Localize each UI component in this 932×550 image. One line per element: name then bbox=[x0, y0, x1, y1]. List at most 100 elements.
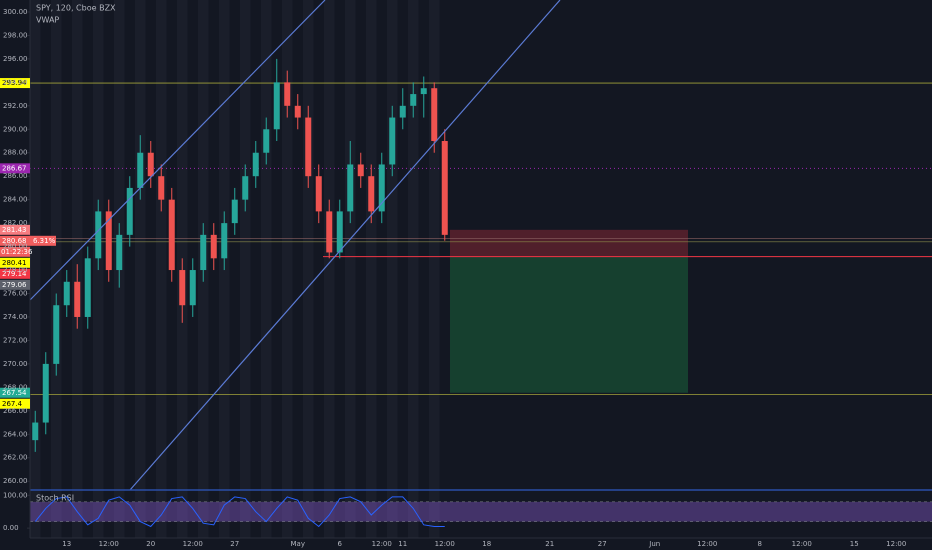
candle-body bbox=[221, 223, 228, 259]
x-tick-label: 6 bbox=[338, 540, 343, 548]
session-stripe bbox=[387, 0, 398, 538]
y-tick-label: 282.00 bbox=[3, 219, 28, 227]
y-tick-label: 288.00 bbox=[3, 149, 28, 157]
y-tick-label: 284.00 bbox=[3, 196, 28, 204]
session-stripe bbox=[366, 0, 377, 538]
candle-body bbox=[284, 82, 291, 106]
stop-zone bbox=[450, 229, 688, 257]
session-stripe bbox=[30, 0, 41, 538]
candle-body bbox=[368, 176, 375, 212]
x-tick-label: 12:00 bbox=[697, 540, 717, 548]
stoch-title: Stoch RSI bbox=[36, 494, 74, 503]
candle-body bbox=[74, 281, 81, 317]
candle-body bbox=[210, 234, 217, 259]
candle-body bbox=[389, 117, 396, 165]
session-stripe bbox=[135, 0, 146, 538]
candle-body bbox=[399, 105, 406, 118]
price-tag-label: 293.94 bbox=[2, 79, 27, 87]
session-stripe bbox=[261, 0, 272, 538]
price-tag bbox=[0, 163, 30, 174]
y-tick-label: 274.00 bbox=[3, 313, 28, 321]
y-tick-label: 264.00 bbox=[3, 430, 28, 438]
candle-body bbox=[431, 88, 438, 142]
price-tag bbox=[0, 224, 30, 235]
x-tick-label: 27 bbox=[230, 540, 239, 548]
stoch-line bbox=[34, 496, 445, 528]
candle-body bbox=[84, 258, 91, 317]
candle-body bbox=[410, 94, 417, 106]
price-tag bbox=[0, 268, 30, 279]
y-tick-label: 272.00 bbox=[3, 336, 28, 344]
session-stripe bbox=[324, 0, 335, 538]
change-label: 6.31% bbox=[33, 237, 56, 245]
y-tick-label: 278.00 bbox=[3, 266, 28, 274]
candle-body bbox=[105, 211, 112, 271]
candle-body bbox=[168, 199, 175, 271]
x-tick-label: 18 bbox=[482, 540, 491, 548]
x-tick-label: May bbox=[291, 540, 305, 548]
x-tick-label: 20 bbox=[146, 540, 155, 548]
candle-body bbox=[336, 211, 343, 253]
price-tag-label: 279.06 bbox=[2, 281, 27, 289]
candle-body bbox=[315, 176, 322, 212]
y-tick-label: 300.00 bbox=[3, 8, 28, 16]
candle-body bbox=[158, 176, 165, 200]
candle-body bbox=[231, 199, 238, 224]
candle-body bbox=[53, 305, 60, 364]
price-tag bbox=[0, 387, 30, 398]
price-tag bbox=[0, 257, 30, 268]
change-tag bbox=[30, 235, 56, 246]
x-tick-label: 12:00 bbox=[886, 540, 906, 548]
y-tick-label: 268.00 bbox=[3, 383, 28, 391]
channel-line bbox=[29, 0, 326, 301]
candle-body bbox=[294, 105, 301, 118]
candle-body bbox=[147, 152, 154, 177]
x-tick-label: 12:00 bbox=[792, 540, 812, 548]
y-tick-label: 260.00 bbox=[3, 477, 28, 485]
price-tag-label: 267.54 bbox=[2, 389, 27, 397]
indicator-label: VWAP bbox=[36, 16, 59, 25]
candle-body bbox=[378, 164, 385, 212]
price-tag-label: 281.43 bbox=[2, 226, 27, 234]
x-tick-label: 12:00 bbox=[435, 540, 455, 548]
candle-body bbox=[200, 234, 207, 271]
candle-body bbox=[441, 141, 448, 235]
candle-body bbox=[420, 88, 427, 95]
session-stripe bbox=[345, 0, 356, 538]
session-stripe bbox=[282, 0, 293, 538]
price-tag-label: 280.68 bbox=[2, 237, 27, 245]
price-tag-label: 279.14 bbox=[2, 270, 27, 278]
price-tag-label: 280.41 bbox=[2, 259, 27, 267]
price-tag bbox=[0, 398, 30, 409]
plot bbox=[27, 11, 932, 529]
candle-body bbox=[357, 164, 364, 177]
x-tick-label: 15 bbox=[850, 540, 859, 548]
x-tick-label: 21 bbox=[545, 540, 554, 548]
y-tick-label: 296.00 bbox=[3, 55, 28, 63]
candle-body bbox=[42, 363, 49, 423]
candle-body bbox=[179, 270, 186, 306]
session-stripe bbox=[408, 0, 419, 538]
session-stripe bbox=[303, 0, 314, 538]
y-tick-label: 280.00 bbox=[3, 243, 28, 251]
x-tick-label: 27 bbox=[598, 540, 607, 548]
y-tick-label: 286.00 bbox=[3, 172, 28, 180]
candle-body bbox=[63, 281, 70, 306]
y-tick-label: 292.00 bbox=[3, 102, 28, 110]
session-stripe bbox=[156, 0, 167, 538]
session-stripe bbox=[51, 0, 62, 538]
x-tick-label: Jun bbox=[648, 540, 660, 548]
session-stripe bbox=[240, 0, 251, 538]
price-tag bbox=[0, 78, 30, 89]
y-tick-label: 262.00 bbox=[3, 454, 28, 462]
candle-body bbox=[252, 152, 259, 177]
x-tick-label: 12:00 bbox=[372, 540, 392, 548]
session-stripe bbox=[429, 0, 440, 538]
target-zone bbox=[450, 256, 688, 393]
candle-body bbox=[242, 176, 249, 200]
x-tick-label: 13 bbox=[62, 540, 71, 548]
chart-title: SPY, 120, Cboe BZX bbox=[36, 4, 116, 13]
